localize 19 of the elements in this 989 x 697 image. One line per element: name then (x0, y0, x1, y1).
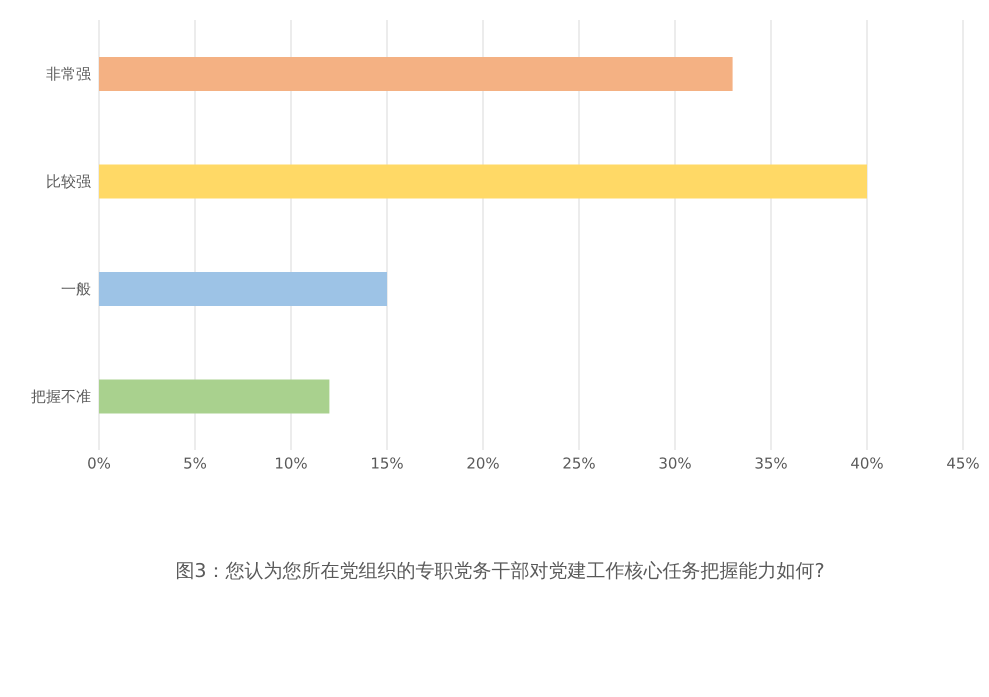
x-tick-label: 30% (658, 454, 692, 473)
y-tick-label: 比较强 (46, 172, 91, 191)
bar (99, 57, 733, 91)
text: 图3：您认为您所在党组织的专职党务干部对党建工作核心任务把握能力如何? (174, 559, 826, 584)
x-tick-label: 5% (183, 454, 207, 473)
x-tick-label: 15% (370, 454, 404, 473)
y-tick-label: 非常强 (46, 65, 91, 84)
x-tick-label: 35% (754, 454, 788, 473)
x-tick-label: 20% (466, 454, 500, 473)
bar (99, 380, 330, 414)
x-tick-label: 0% (87, 454, 111, 473)
y-tick-label: 把握不准 (31, 388, 91, 406)
x-tick-label: 10% (274, 454, 308, 473)
x-tick-label: 45% (946, 454, 980, 473)
y-tick-label: 一般 (61, 280, 91, 298)
x-tick-label: 25% (562, 454, 596, 473)
bar (99, 164, 867, 198)
bar (99, 272, 387, 306)
x-tick-label: 40% (850, 454, 884, 473)
